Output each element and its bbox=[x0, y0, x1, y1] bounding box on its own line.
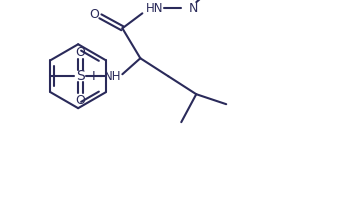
Text: I: I bbox=[92, 70, 96, 83]
Text: S: S bbox=[76, 69, 85, 83]
Text: N: N bbox=[188, 2, 198, 15]
Text: O: O bbox=[89, 8, 99, 21]
Text: O: O bbox=[76, 46, 85, 59]
Text: NH: NH bbox=[104, 70, 121, 83]
Text: HN: HN bbox=[145, 2, 163, 15]
Text: O: O bbox=[76, 94, 85, 107]
